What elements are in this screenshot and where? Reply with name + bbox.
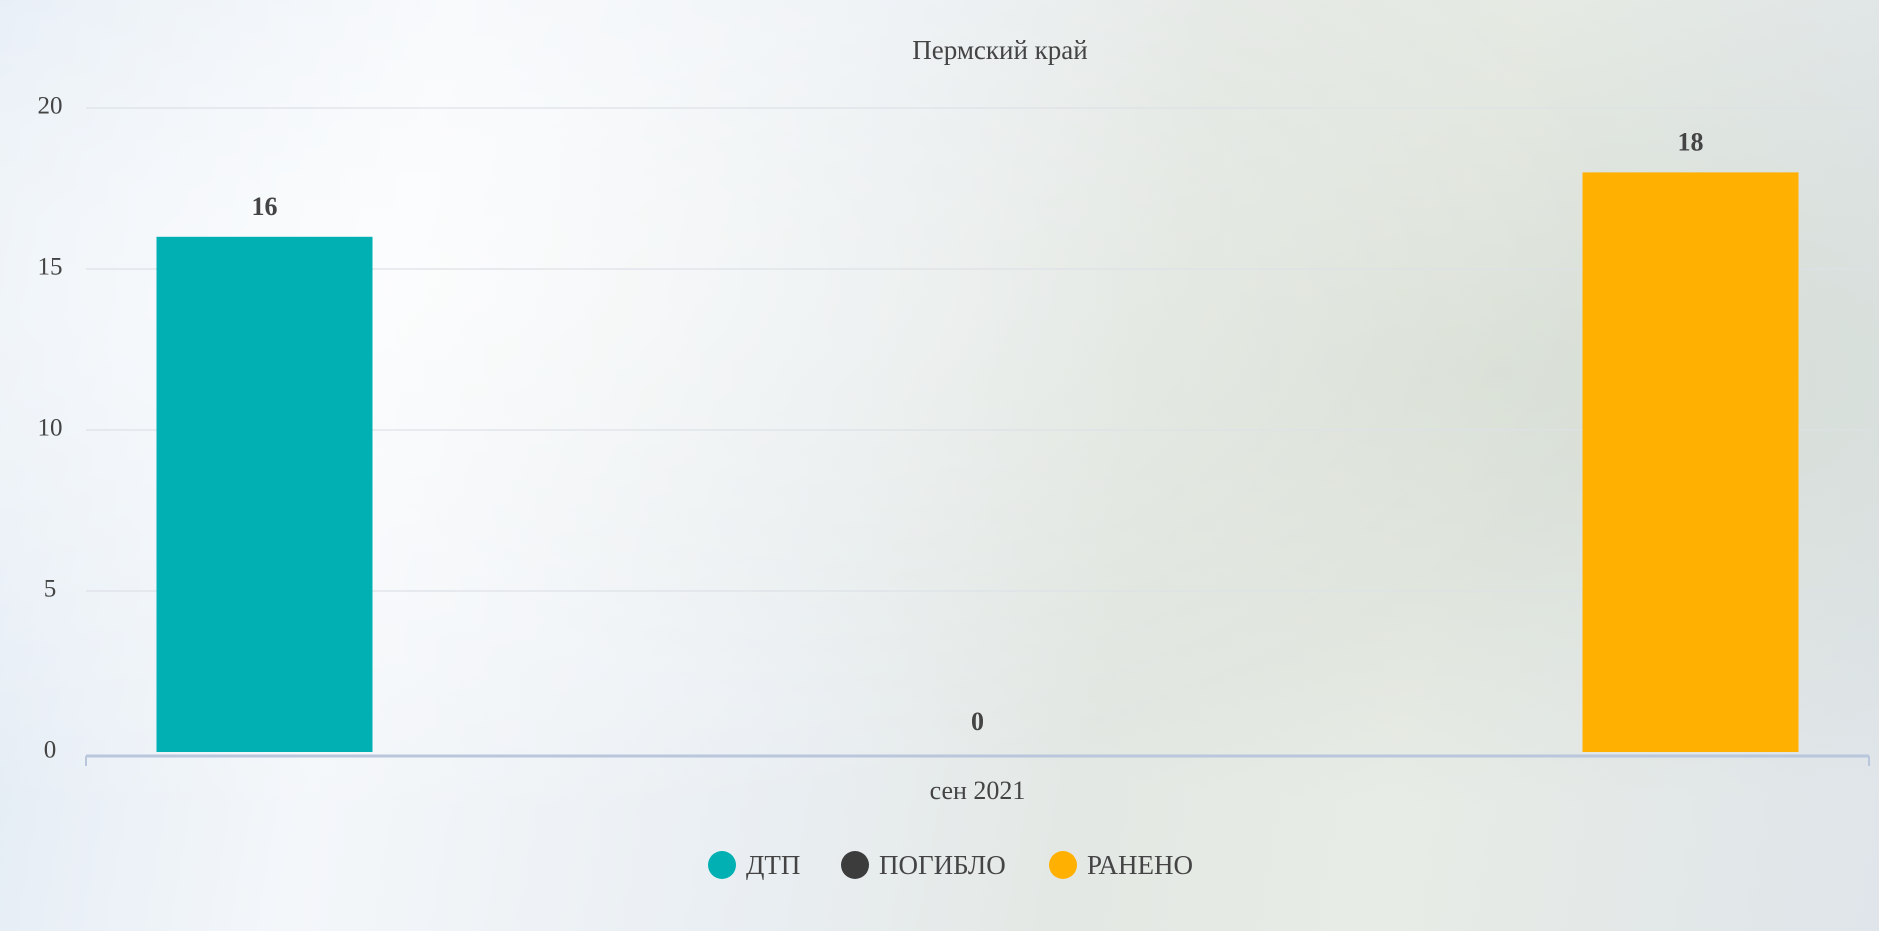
legend-label: ДТП [746, 850, 800, 880]
value-label: 0 [971, 707, 984, 736]
y-tick-label: 20 [38, 93, 63, 120]
y-tick-label: 10 [38, 415, 63, 442]
value-label: 16 [252, 192, 278, 221]
y-tick-label: 5 [44, 576, 57, 603]
chart-title: Пермский край [912, 35, 1087, 65]
chart: Пермский край 0 5 10 15 20 сен 2021 16 0 18 ДТП ПО… [0, 0, 1879, 931]
bar [1583, 172, 1799, 752]
legend-marker [841, 851, 869, 879]
legend-marker [708, 851, 736, 879]
bar [157, 237, 373, 752]
page: Пермский край 0 5 10 15 20 сен 2021 16 0 18 ДТП ПО… [0, 0, 1879, 931]
legend-label: РАНЕНО [1087, 850, 1193, 880]
x-tick-label: сен 2021 [930, 776, 1026, 805]
y-tick-label: 15 [38, 254, 63, 281]
legend-label: ПОГИБЛО [879, 850, 1006, 880]
y-tick-label: 0 [44, 737, 57, 764]
value-label: 18 [1678, 127, 1704, 156]
legend-marker [1049, 851, 1077, 879]
